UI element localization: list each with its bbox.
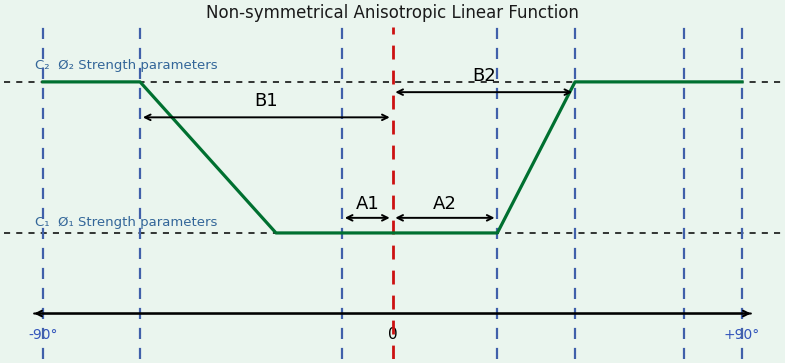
Text: A2: A2 xyxy=(433,195,457,213)
Text: B1: B1 xyxy=(254,92,278,110)
Text: +90°: +90° xyxy=(724,328,760,342)
Text: C₂  Ø₂ Strength parameters: C₂ Ø₂ Strength parameters xyxy=(35,59,218,72)
Text: B2: B2 xyxy=(472,66,495,85)
Text: 0: 0 xyxy=(388,327,397,342)
Title: Non-symmetrical Anisotropic Linear Function: Non-symmetrical Anisotropic Linear Funct… xyxy=(206,4,579,22)
Text: C₁  Ø₁ Strength parameters: C₁ Ø₁ Strength parameters xyxy=(35,216,217,229)
Text: -90°: -90° xyxy=(28,328,58,342)
Text: A1: A1 xyxy=(356,195,379,213)
